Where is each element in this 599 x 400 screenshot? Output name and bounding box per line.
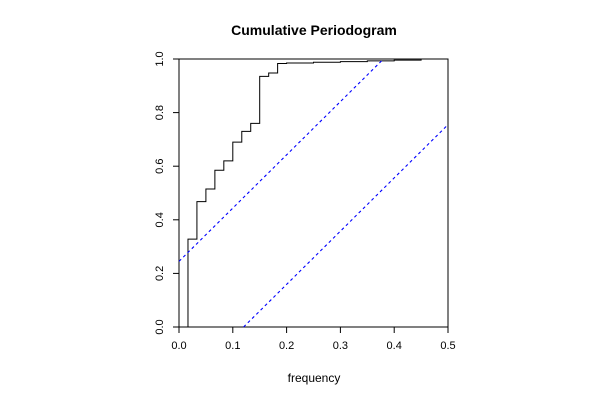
y-tick-label: 0.2: [154, 266, 166, 281]
x-tick-label: 0.4: [387, 340, 402, 352]
chart-title: Cumulative Periodogram: [231, 22, 397, 38]
y-tick-label: 1.0: [154, 51, 166, 66]
confidence-band-line-2: [243, 124, 449, 328]
x-tick-label: 0.1: [225, 340, 240, 352]
y-tick-label: 0.0: [154, 319, 166, 334]
y-tick-label: 0.6: [154, 159, 166, 174]
cumulative-periodogram-line: [179, 58, 448, 328]
x-axis-label: frequency: [288, 371, 341, 385]
x-tick-label: 0.2: [279, 340, 294, 352]
x-tick-label: 0.3: [333, 340, 348, 352]
x-axis: 0.0 0.1 0.2 0.3 0.4 0.5: [171, 327, 456, 352]
plot-frame: [178, 58, 449, 328]
y-tick-label: 0.4: [154, 212, 166, 227]
plot-series: [178, 58, 449, 328]
confidence-band-line-1: [178, 58, 384, 262]
y-tick-label: 0.8: [154, 105, 166, 120]
x-tick-label: 0.5: [440, 340, 455, 352]
x-tick-label: 0.0: [171, 340, 186, 352]
y-axis: 0.0 0.2 0.4 0.6 0.8 1.0: [154, 51, 179, 335]
